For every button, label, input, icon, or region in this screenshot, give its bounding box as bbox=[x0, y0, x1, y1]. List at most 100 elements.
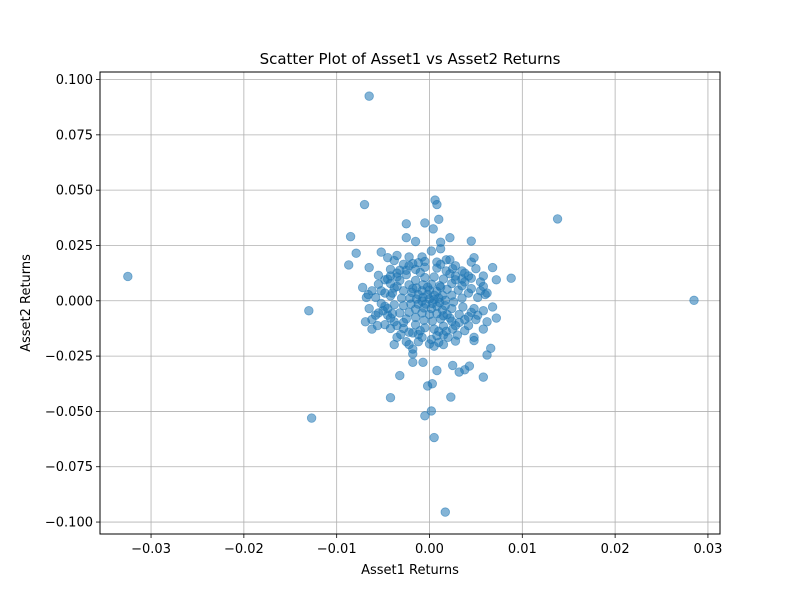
data-point bbox=[482, 317, 492, 327]
axis-ticks: −0.03 −0.02 −0.01 0.00 0.01 0.02 0.03 −0.100 −0.… bbox=[45, 73, 723, 557]
data-point bbox=[457, 281, 467, 291]
data-point bbox=[434, 326, 444, 337]
data-point bbox=[422, 381, 433, 391]
data-point bbox=[385, 393, 396, 403]
x-tick-label: 0.03 bbox=[693, 542, 722, 557]
data-point bbox=[440, 507, 450, 517]
data-point bbox=[447, 360, 458, 371]
data-point bbox=[367, 286, 377, 296]
data-point bbox=[469, 332, 479, 343]
data-point bbox=[450, 320, 461, 331]
data-point bbox=[401, 219, 411, 229]
data-point bbox=[450, 275, 461, 285]
y-tick-label: −0.025 bbox=[45, 350, 93, 365]
plot-area-frame bbox=[99, 71, 721, 535]
data-point bbox=[373, 279, 384, 289]
data-point bbox=[478, 372, 489, 382]
x-tick-label: 0.00 bbox=[415, 542, 444, 557]
data-point bbox=[410, 236, 421, 247]
data-point bbox=[424, 294, 435, 304]
chart-title: Scatter Plot of Asset1 vs Asset2 Returns bbox=[260, 50, 561, 68]
data-point bbox=[460, 314, 470, 325]
data-point bbox=[466, 307, 476, 317]
data-point bbox=[404, 327, 414, 337]
data-point bbox=[466, 257, 476, 267]
data-point bbox=[123, 271, 133, 282]
data-point bbox=[413, 258, 424, 268]
data-point bbox=[506, 273, 516, 283]
data-point bbox=[408, 357, 418, 368]
x-tick-label: 0.02 bbox=[601, 542, 630, 557]
data-point bbox=[482, 350, 492, 360]
data-point bbox=[364, 91, 374, 101]
data-point bbox=[478, 324, 489, 334]
y-axis-label: Asset2 Returns bbox=[19, 254, 34, 352]
data-point bbox=[463, 288, 474, 298]
x-tick-label: −0.01 bbox=[317, 542, 357, 557]
data-point bbox=[446, 392, 456, 402]
data-point bbox=[392, 272, 402, 282]
data-point bbox=[351, 248, 361, 258]
data-point bbox=[420, 218, 430, 228]
x-tick-label: −0.03 bbox=[131, 542, 171, 557]
data-point bbox=[398, 317, 409, 328]
data-point bbox=[387, 288, 398, 298]
data-point bbox=[395, 370, 405, 381]
data-point bbox=[432, 199, 442, 210]
data-point bbox=[364, 303, 374, 314]
data-point bbox=[445, 233, 455, 243]
data-points bbox=[123, 91, 699, 517]
data-point bbox=[364, 262, 374, 273]
data-point bbox=[432, 365, 442, 376]
y-tick-label: −0.100 bbox=[45, 516, 93, 531]
data-point bbox=[435, 259, 446, 269]
data-point bbox=[471, 314, 481, 325]
data-point bbox=[408, 283, 418, 294]
data-point bbox=[304, 306, 314, 316]
data-point bbox=[452, 330, 463, 340]
data-point bbox=[401, 233, 411, 243]
data-point bbox=[359, 199, 370, 210]
data-point bbox=[438, 311, 449, 321]
data-point bbox=[487, 302, 498, 312]
x-axis-label: Asset1 Returns bbox=[361, 563, 459, 578]
data-point bbox=[401, 265, 411, 275]
data-point bbox=[424, 339, 435, 349]
data-point bbox=[420, 411, 430, 421]
data-point bbox=[385, 278, 396, 289]
data-point bbox=[478, 306, 489, 316]
data-point bbox=[457, 293, 467, 303]
data-point bbox=[422, 282, 433, 292]
data-point bbox=[460, 268, 470, 278]
data-point bbox=[426, 406, 437, 416]
data-point bbox=[344, 260, 354, 270]
data-point bbox=[454, 367, 464, 377]
y-tick-label: −0.050 bbox=[45, 405, 93, 420]
data-point bbox=[466, 236, 476, 246]
data-point bbox=[552, 214, 563, 224]
data-point bbox=[478, 271, 489, 281]
data-point bbox=[306, 413, 317, 423]
data-point bbox=[357, 282, 368, 293]
y-tick-label: 0.050 bbox=[56, 184, 93, 199]
data-point bbox=[434, 214, 444, 225]
data-point bbox=[415, 325, 425, 336]
data-point bbox=[392, 332, 402, 343]
data-point bbox=[487, 262, 498, 273]
data-point bbox=[426, 246, 437, 256]
data-point bbox=[689, 295, 699, 306]
data-point bbox=[401, 337, 411, 347]
y-tick-label: 0.000 bbox=[56, 294, 93, 309]
data-point bbox=[387, 308, 398, 319]
data-point bbox=[471, 264, 481, 274]
data-point bbox=[480, 289, 490, 300]
data-point bbox=[491, 275, 502, 285]
data-point bbox=[428, 224, 438, 234]
data-point bbox=[376, 247, 386, 257]
data-point bbox=[478, 281, 489, 292]
data-point bbox=[415, 267, 425, 278]
data-point bbox=[466, 273, 476, 283]
data-point bbox=[429, 432, 439, 443]
y-tick-label: 0.075 bbox=[56, 128, 93, 143]
